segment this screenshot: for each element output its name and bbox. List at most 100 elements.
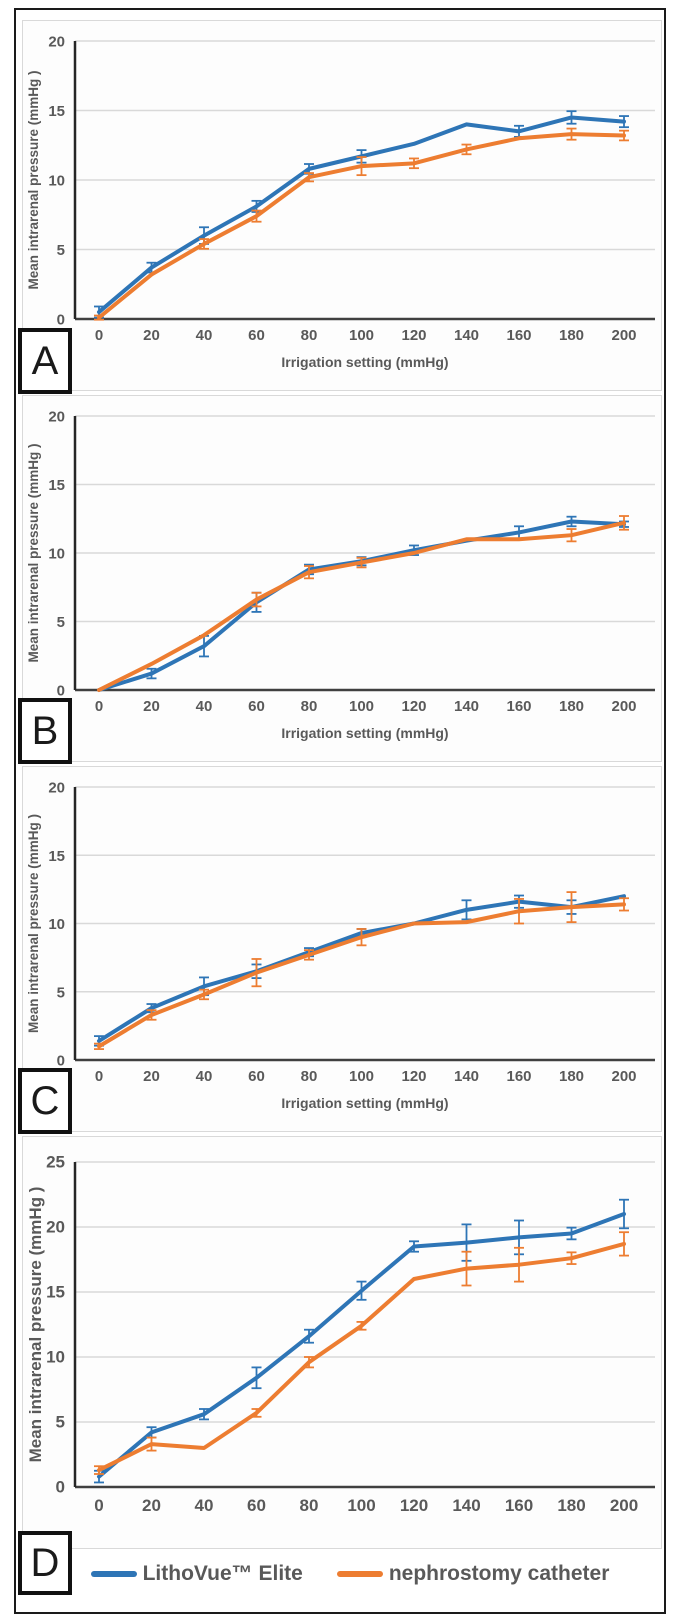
y-tick-label: 20	[48, 409, 65, 426]
x-tick-label: 20	[143, 698, 160, 715]
x-tick-label: 200	[611, 698, 636, 715]
x-tick-label: 200	[610, 1496, 638, 1515]
y-axis-title: Mean intrarenal pressure (mmHg )	[26, 1187, 45, 1463]
x-tick-label: 20	[143, 1068, 160, 1085]
x-tick-label: 120	[401, 698, 426, 715]
panel-label-c: C	[18, 1068, 72, 1134]
gridlines	[75, 1161, 655, 1423]
lithovue-series-line	[97, 1212, 626, 1479]
gridlines	[75, 786, 655, 993]
y-tick-label: 0	[56, 1478, 65, 1497]
y-tick-label: 25	[46, 1153, 65, 1172]
lithovue-series-line	[97, 519, 626, 692]
x-tick-label: 20	[142, 1496, 161, 1515]
lithovue-series-line	[97, 115, 626, 315]
legend-item-lithovue: LithoVue™ Elite	[90, 1562, 303, 1586]
chart-panel-b: 0 5 10 15 20 0 20 40 60 80 100 120 140 160 180 200 Irrig…	[22, 395, 662, 762]
legend-item-nephrostomy: nephrostomy catheter	[336, 1562, 610, 1586]
x-tick-label: 120	[400, 1496, 428, 1515]
x-tick-label: 180	[559, 327, 584, 344]
y-tick-label: 5	[57, 614, 65, 631]
x-tick-label: 140	[454, 327, 479, 344]
chart-legend: LithoVue™ Elite nephrostomy catheter	[80, 1562, 620, 1586]
y-tick-label: 20	[46, 1218, 65, 1237]
x-tick-label: 100	[349, 1068, 374, 1085]
x-tick-label: 160	[505, 1496, 533, 1515]
y-tick-label: 5	[57, 984, 65, 1001]
x-tick-label: 40	[196, 698, 213, 715]
x-tick-label: 160	[506, 698, 531, 715]
panel-label-a-text: A	[31, 338, 59, 383]
gridlines	[75, 40, 655, 251]
x-tick-label: 200	[611, 1068, 636, 1085]
x-tick-label: 60	[247, 1496, 266, 1515]
x-tick-label: 120	[401, 1068, 426, 1085]
x-tick-label: 100	[349, 327, 374, 344]
x-tick-label: 80	[301, 327, 318, 344]
panel-label-c-text: C	[30, 1078, 60, 1123]
y-tick-label: 15	[48, 848, 65, 865]
x-tick-label: 0	[95, 327, 103, 344]
x-tick-label: 160	[506, 1068, 531, 1085]
x-tick-label: 180	[557, 1496, 585, 1515]
x-tick-label: 200	[611, 327, 636, 344]
x-tick-label: 160	[506, 327, 531, 344]
y-tick-label: 20	[48, 780, 65, 797]
y-tick-label: 5	[56, 1413, 65, 1432]
x-tick-label: 60	[248, 327, 265, 344]
y-tick-label: 0	[57, 1053, 65, 1070]
nephrostomy-error-bars	[251, 515, 629, 608]
chart-panel-d: 0 5 10 15 20 25 0 20 40 60 80 100 120 140 160 180 200 Mea…	[22, 1136, 662, 1549]
x-tick-label: 180	[559, 698, 584, 715]
y-tick-label: 0	[57, 312, 65, 329]
y-tick-label: 15	[48, 477, 65, 494]
x-tick-label: 0	[94, 1496, 103, 1515]
nephrostomy-error-bars	[94, 127, 629, 321]
nephrostomy-error-bars	[94, 891, 629, 1050]
y-axis-title: Mean intrarenal pressure (mmHg )	[26, 443, 41, 662]
y-tick-label: 20	[48, 34, 65, 51]
y-tick-label: 10	[48, 916, 65, 933]
chart-panel-a: 0 5 10 15 20 0 20 40 60 80 100 120 140 160 180 200 Irrig…	[22, 20, 662, 391]
x-tick-label: 40	[196, 1068, 213, 1085]
x-tick-label: 100	[347, 1496, 375, 1515]
x-axis-title: Irrigation setting (mmHg)	[281, 725, 448, 741]
y-tick-label: 15	[48, 103, 65, 120]
x-tick-labels: 0 20 40 60 80 100 120 140 160 180 200	[95, 1068, 637, 1085]
nephrostomy-error-bars	[94, 1231, 629, 1475]
panel-label-d-text: D	[30, 1540, 60, 1585]
x-tick-label: 140	[452, 1496, 480, 1515]
x-tick-label: 80	[300, 1496, 319, 1515]
chart-svg-d: 0 5 10 15 20 25 0 20 40 60 80 100 120 140 160 180 200 Mea…	[26, 1153, 655, 1515]
x-tick-label: 100	[349, 698, 374, 715]
x-tick-label: 80	[301, 698, 318, 715]
y-axis-title: Mean intrarenal pressure (mmHg )	[26, 70, 41, 289]
y-tick-labels: 0 5 10 15 20 25	[46, 1153, 65, 1497]
x-tick-label: 40	[195, 1496, 214, 1515]
y-tick-label: 10	[48, 173, 65, 190]
x-axis-title: Irrigation setting (mmHg)	[281, 1095, 448, 1111]
x-tick-label: 140	[454, 698, 479, 715]
x-tick-label: 0	[95, 1068, 103, 1085]
lithovue-error-bars	[94, 110, 629, 319]
x-tick-label: 0	[95, 698, 103, 715]
x-tick-label: 60	[248, 1068, 265, 1085]
x-tick-labels: 0 20 40 60 80 100 120 140 160 180 200	[95, 327, 637, 344]
y-tick-label: 5	[57, 242, 65, 259]
panel-label-b-text: B	[31, 708, 59, 753]
x-tick-label: 20	[143, 327, 160, 344]
x-tick-label: 40	[196, 327, 213, 344]
chart-panel-c: 0 5 10 15 20 0 20 40 60 80 100 120 140 160 180 200 Irrig…	[22, 766, 662, 1132]
legend-label-nephrostomy: nephrostomy catheter	[388, 1562, 610, 1585]
panel-label-b: B	[18, 698, 72, 764]
panel-label-a: A	[18, 328, 72, 394]
lithovue-line-swatch-icon	[90, 1571, 137, 1577]
nephrostomy-line-swatch-icon	[336, 1571, 383, 1577]
nephrostomy-series-line	[97, 520, 626, 692]
y-tick-labels: 0 5 10 15 20	[48, 409, 65, 700]
panel-label-d: D	[18, 1531, 72, 1595]
lithovue-error-bars	[146, 515, 629, 680]
